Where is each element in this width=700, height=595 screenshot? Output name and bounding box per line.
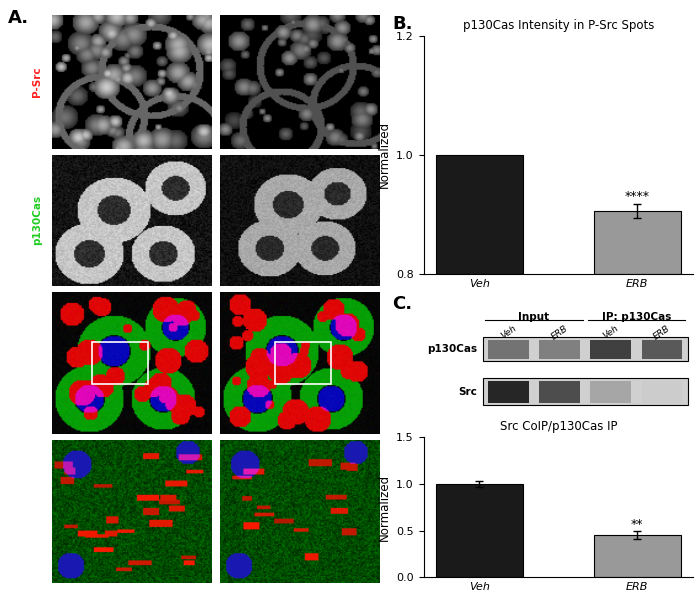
Bar xyxy=(539,340,580,359)
Bar xyxy=(594,211,681,274)
Bar xyxy=(488,381,529,403)
Title: p130Cas Intensity in P-Src Spots: p130Cas Intensity in P-Src Spots xyxy=(463,19,654,32)
Bar xyxy=(641,340,682,359)
Text: ****: **** xyxy=(625,190,650,203)
Bar xyxy=(539,381,580,403)
Text: Input: Input xyxy=(519,312,550,322)
Bar xyxy=(488,340,529,359)
Title: Src CoIP/p130Cas IP: Src CoIP/p130Cas IP xyxy=(500,421,617,433)
Text: Veh: Veh xyxy=(601,324,620,341)
Text: A.: A. xyxy=(8,9,29,27)
Bar xyxy=(483,337,687,361)
Y-axis label: Normalized: Normalized xyxy=(377,121,391,188)
Text: Overlay: Overlay xyxy=(32,340,42,386)
Text: Inset: Inset xyxy=(32,497,42,527)
Text: Src: Src xyxy=(458,387,477,397)
Text: ERB: ERB xyxy=(550,324,570,342)
Text: Veh: Veh xyxy=(499,324,518,341)
Bar xyxy=(590,381,631,403)
Text: **: ** xyxy=(631,518,643,531)
Bar xyxy=(594,536,681,577)
Text: B.: B. xyxy=(392,15,412,33)
Text: p130Cas: p130Cas xyxy=(427,345,477,355)
Bar xyxy=(435,155,523,274)
Text: ERB: ERB xyxy=(652,324,672,342)
Text: C.: C. xyxy=(392,295,412,312)
Bar xyxy=(435,484,523,577)
Text: p130Cas: p130Cas xyxy=(32,195,42,245)
Bar xyxy=(590,340,631,359)
Text: IP: p130Cas: IP: p130Cas xyxy=(602,312,671,322)
Bar xyxy=(483,378,687,406)
Text: P-Src: P-Src xyxy=(32,67,42,97)
Y-axis label: Normalized: Normalized xyxy=(377,474,391,541)
Bar xyxy=(641,381,682,403)
